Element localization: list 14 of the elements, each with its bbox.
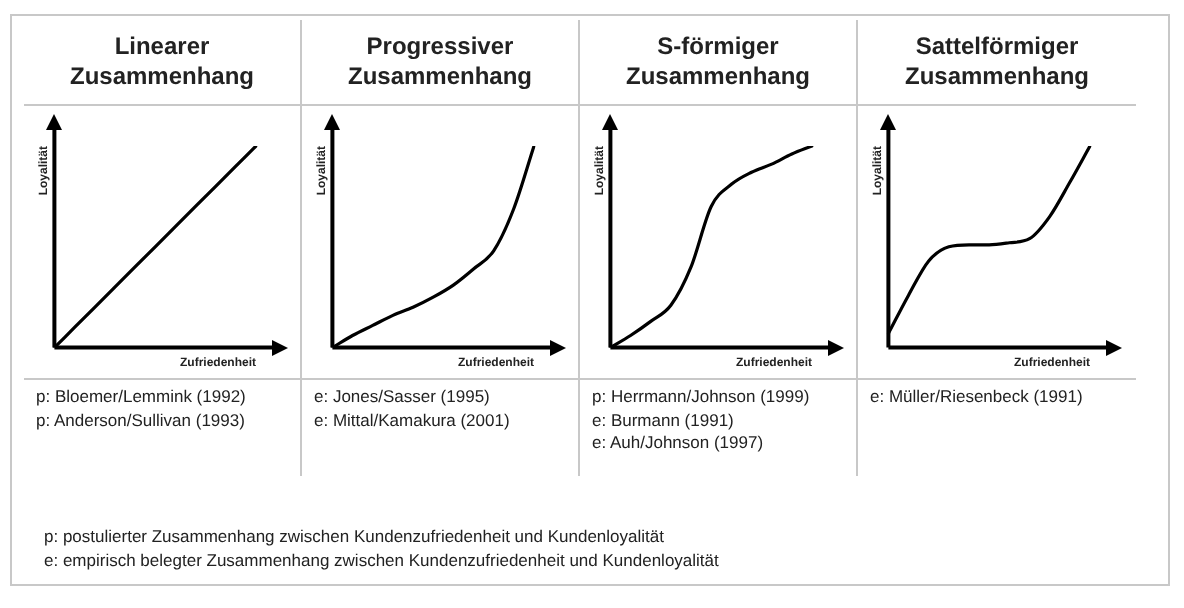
text: e: Burmann (1991) xyxy=(592,409,736,432)
text: e: empirisch belegter Zusammenhang zwischen Kundenzufriedenheit und Kundenloyalität xyxy=(44,548,719,572)
text: p: Anderson/Sullivan (1993) xyxy=(36,409,247,432)
chart-title: S-förmiger Zusammenhang xyxy=(580,20,856,106)
text: p: Herrmann/Johnson (1999) xyxy=(592,386,812,409)
text: p: Bloemer/Lemmink (1992) xyxy=(36,386,248,409)
text: e: Müller/Riesenbeck (1991) xyxy=(870,386,1085,409)
chart-title: Sattelförmiger Zusammenhang xyxy=(858,20,1136,106)
chart-title: Linearer Zusammenhang xyxy=(24,20,300,106)
text: e: Jones/Sasser (1995) xyxy=(314,386,492,409)
text: e: Auh/Johnson (1997) xyxy=(592,432,766,455)
text: p: postulierter Zusammenhang zwischen Kundenzufriedenheit und Kundenloyalität xyxy=(44,524,666,548)
chart-title: Progressiver Zusammenhang xyxy=(302,20,578,106)
text: e: Mittal/Kamakura (2001) xyxy=(314,409,512,432)
